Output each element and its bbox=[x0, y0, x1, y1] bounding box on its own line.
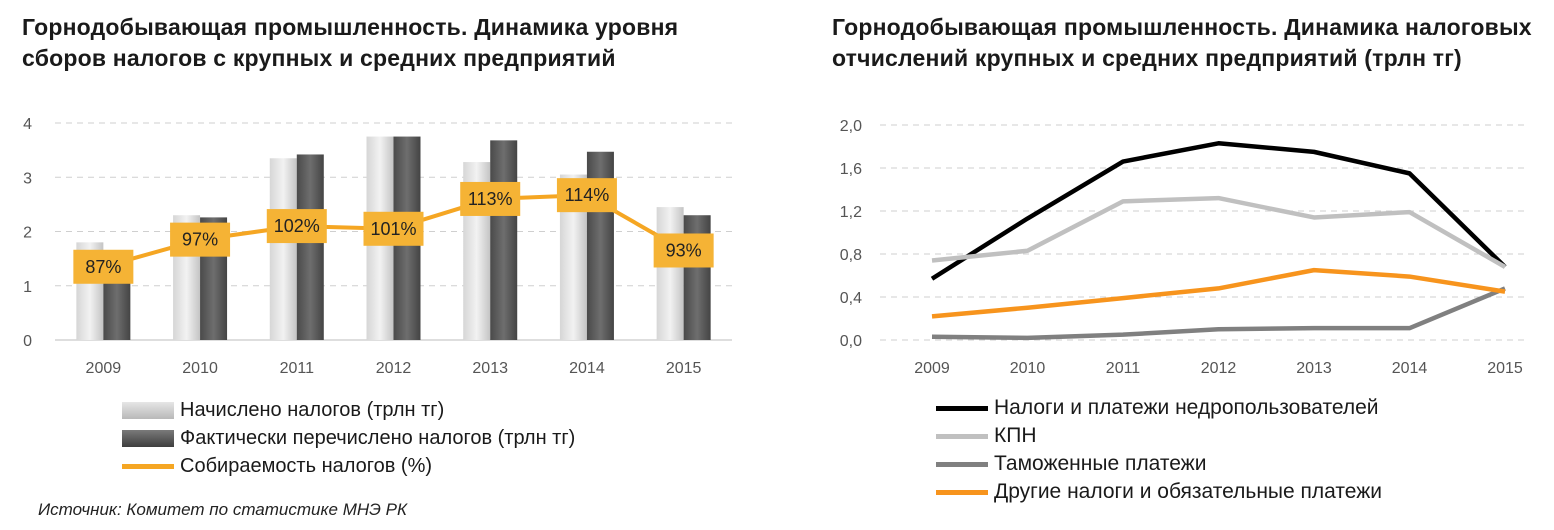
line-cit bbox=[931, 195, 1507, 269]
data-label-box bbox=[73, 249, 134, 284]
x-tick-label: 2015 bbox=[666, 360, 702, 377]
x-tick-label: 2012 bbox=[376, 360, 412, 377]
x-tick-label: 2013 bbox=[1296, 360, 1332, 377]
x-tick-label: 2014 bbox=[1392, 360, 1428, 377]
line-subsoil bbox=[930, 141, 1507, 281]
x-tick-label: 2009 bbox=[86, 360, 122, 377]
data-label-box bbox=[653, 233, 714, 268]
legend-swatch-customs bbox=[936, 461, 988, 467]
y-tick-label: 2,0 bbox=[840, 118, 862, 135]
legend-swatch-other bbox=[936, 489, 988, 495]
y-tick-label: 3 bbox=[23, 170, 32, 187]
legend-item-subsoil: Налоги и платежи недропользователей bbox=[936, 394, 1382, 422]
data-label: 93% bbox=[666, 240, 702, 260]
data-label: 87% bbox=[85, 257, 121, 277]
y-tick-label: 0 bbox=[23, 333, 32, 350]
x-tick-label: 2010 bbox=[1010, 360, 1046, 377]
x-tick-label: 2014 bbox=[569, 360, 605, 377]
x-tick-label: 2011 bbox=[280, 360, 315, 377]
y-tick-label: 0,8 bbox=[840, 247, 862, 264]
line-customs bbox=[931, 286, 1506, 341]
data-label: 114% bbox=[565, 185, 610, 205]
data-label-box bbox=[363, 211, 424, 246]
x-tick-label: 2015 bbox=[1487, 360, 1523, 377]
legend-swatch-paid bbox=[122, 429, 174, 447]
bar-paid bbox=[296, 154, 324, 340]
data-label: 102% bbox=[274, 216, 320, 236]
legend-item-customs: Таможенные платежи bbox=[936, 450, 1382, 478]
legend-item-cit: КПН bbox=[936, 422, 1382, 450]
data-label-box bbox=[266, 209, 327, 244]
legend-item-collection: Собираемость налогов (%) bbox=[122, 452, 575, 480]
line-other bbox=[931, 267, 1506, 319]
right-legend: Налоги и платежи недропользователей КПН … bbox=[936, 394, 1382, 506]
y-tick-label: 2 bbox=[23, 225, 32, 242]
x-tick-label: 2011 bbox=[1106, 360, 1141, 377]
data-label: 101% bbox=[370, 219, 416, 239]
legend-swatch-subsoil bbox=[936, 405, 988, 411]
y-tick-label: 1,6 bbox=[840, 161, 862, 178]
legend-label-subsoil: Налоги и платежи недропользователей bbox=[994, 396, 1379, 419]
legend-item-other: Другие налоги и обязательные платежи bbox=[936, 478, 1382, 506]
data-label-box bbox=[170, 222, 231, 257]
x-tick-label: 2010 bbox=[182, 360, 218, 377]
y-tick-label: 4 bbox=[23, 116, 32, 133]
legend-label-other: Другие налоги и обязательные платежи bbox=[994, 480, 1382, 503]
left-chart-title: Горнодобывающая промышленность. Динамика… bbox=[22, 14, 679, 71]
y-tick-label: 0,4 bbox=[840, 290, 862, 307]
bar-accrued bbox=[269, 158, 297, 340]
data-label-box bbox=[556, 178, 617, 213]
legend-label-customs: Таможенные платежи bbox=[994, 452, 1207, 475]
data-label-box bbox=[460, 181, 521, 216]
legend-label-cit: КПН bbox=[994, 424, 1037, 447]
legend-swatch-accrued bbox=[122, 401, 174, 419]
bar-paid bbox=[490, 140, 518, 340]
legend-label-collection: Собираемость налогов (%) bbox=[180, 454, 433, 477]
data-label: 113% bbox=[468, 189, 513, 209]
y-tick-label: 0,0 bbox=[840, 333, 862, 350]
legend-label-accrued: Начислено налогов (трлн тг) bbox=[180, 398, 445, 421]
data-label: 97% bbox=[182, 230, 218, 250]
right-chart-title: Горнодобывающая промышленность. Динамика… bbox=[832, 14, 1532, 71]
x-tick-label: 2012 bbox=[1201, 360, 1237, 377]
x-tick-label: 2009 bbox=[914, 360, 950, 377]
bar-chart: 0 1 2 3 4 2009 2010 2011 2012 2013 2014 2015 87% 97% 1… bbox=[23, 116, 732, 377]
left-legend: Начислено налогов (трлн тг) Фактически п… bbox=[122, 396, 575, 480]
source-note: Источник: Комитет по статистике МНЭ РК bbox=[38, 500, 408, 519]
x-tick-label: 2013 bbox=[472, 360, 508, 377]
legend-swatch-collection bbox=[122, 463, 174, 469]
bar-accrued bbox=[656, 207, 684, 340]
legend-item-paid: Фактически перечислено налогов (трлн тг) bbox=[122, 424, 575, 452]
line-chart: 0,0 0,4 0,8 1,2 1,6 2,0 2009 2010 2011 2012 2013 20… bbox=[840, 118, 1528, 377]
legend-item-accrued: Начислено налогов (трлн тг) bbox=[122, 396, 575, 424]
y-tick-label: 1,2 bbox=[840, 204, 862, 221]
y-tick-label: 1 bbox=[23, 279, 32, 296]
legend-label-paid: Фактически перечислено налогов (трлн тг) bbox=[180, 426, 576, 449]
legend-swatch-cit bbox=[936, 433, 988, 439]
